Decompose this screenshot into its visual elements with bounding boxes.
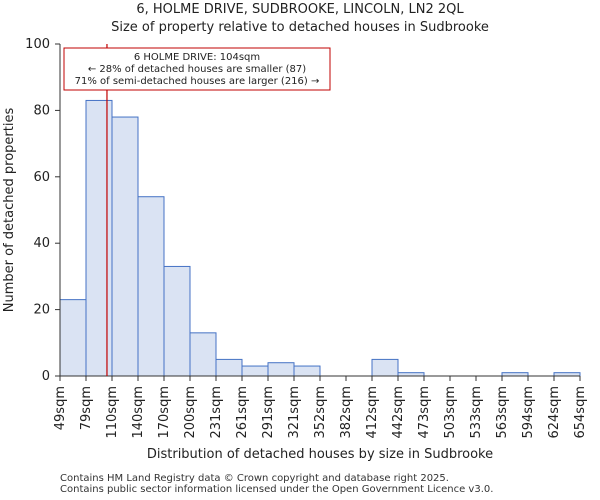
- y-tick-label: 40: [33, 236, 50, 251]
- x-tick-label: 563sqm: [495, 386, 510, 439]
- annotation-line-2: ← 28% of detached houses are smaller (87…: [88, 64, 306, 75]
- y-tick-label: 0: [42, 369, 50, 384]
- annotation-line-3: 71% of semi-detached houses are larger (…: [75, 76, 320, 87]
- x-tick-label: 594sqm: [521, 386, 536, 439]
- bar-49sqm: [59, 299, 87, 377]
- bar-110sqm: [111, 116, 139, 377]
- x-tick-label: 170sqm: [157, 386, 172, 439]
- y-tick-label: 60: [33, 170, 50, 185]
- chart-subtitle: Size of property relative to detached ho…: [111, 20, 489, 35]
- x-tick-label: 442sqm: [391, 386, 406, 439]
- x-tick-label: 624sqm: [547, 386, 562, 439]
- bar-200sqm: [189, 332, 217, 377]
- x-tick-label: 321sqm: [287, 386, 302, 439]
- bar-231sqm: [215, 358, 243, 377]
- chart-title: 6, HOLME DRIVE, SUDBROOKE, LINCOLN, LN2 …: [136, 2, 464, 17]
- x-tick-label: 382sqm: [339, 386, 354, 439]
- annotation-box: [63, 47, 331, 91]
- bar-321sqm: [293, 365, 321, 377]
- footer-line-2: Contains public sector information licen…: [60, 484, 494, 495]
- bar-170sqm: [163, 265, 191, 377]
- x-tick-label: 352sqm: [313, 386, 328, 439]
- y-tick-label: 20: [33, 303, 50, 318]
- annotation-line-1: 6 HOLME DRIVE: 104sqm: [134, 52, 260, 63]
- x-tick-label: 473sqm: [417, 386, 432, 439]
- x-tick-label: 412sqm: [365, 386, 380, 439]
- x-tick-label: 291sqm: [261, 386, 276, 439]
- bar-291sqm: [267, 362, 295, 377]
- x-tick-label: 49sqm: [53, 386, 68, 430]
- y-tick-label: 80: [33, 103, 50, 118]
- x-tick-label: 503sqm: [443, 386, 458, 439]
- x-tick-label: 140sqm: [131, 386, 146, 439]
- y-axis-title: Number of detached properties: [2, 108, 17, 313]
- x-axis-title: Distribution of detached houses by size …: [147, 447, 493, 462]
- x-tick-label: 533sqm: [469, 386, 484, 439]
- bar-140sqm: [137, 196, 165, 377]
- bar-261sqm: [241, 365, 269, 377]
- x-tick-label: 261sqm: [235, 386, 250, 439]
- x-tick-label: 110sqm: [105, 386, 120, 439]
- bar-412sqm: [371, 358, 399, 377]
- bar-79sqm: [85, 99, 113, 377]
- x-tick-label: 79sqm: [79, 386, 94, 430]
- footer-line-1: Contains HM Land Registry data © Crown c…: [60, 473, 449, 484]
- x-tick-label: 654sqm: [573, 386, 588, 439]
- y-tick-label: 100: [25, 37, 50, 52]
- x-tick-label: 200sqm: [183, 386, 198, 439]
- x-tick-label: 231sqm: [209, 386, 224, 439]
